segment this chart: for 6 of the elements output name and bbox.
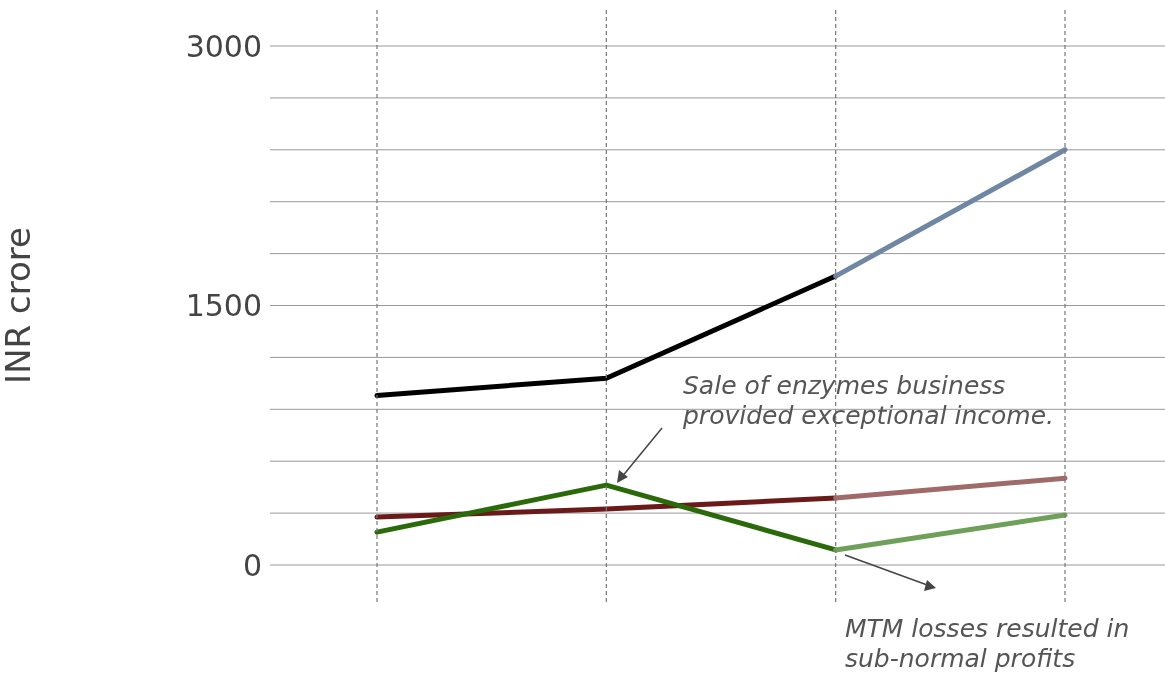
y-tick-label: 1500 [185, 288, 262, 324]
y-tick-label: 0 [242, 547, 262, 583]
text: MTM losses resulted in sub-normal profits [845, 614, 1131, 674]
y-tick-label: 3000 [185, 28, 262, 64]
annotation: Sale of enzymes business provided exceptional income. [683, 371, 1056, 431]
y-axis-title: INR crore [0, 227, 39, 384]
